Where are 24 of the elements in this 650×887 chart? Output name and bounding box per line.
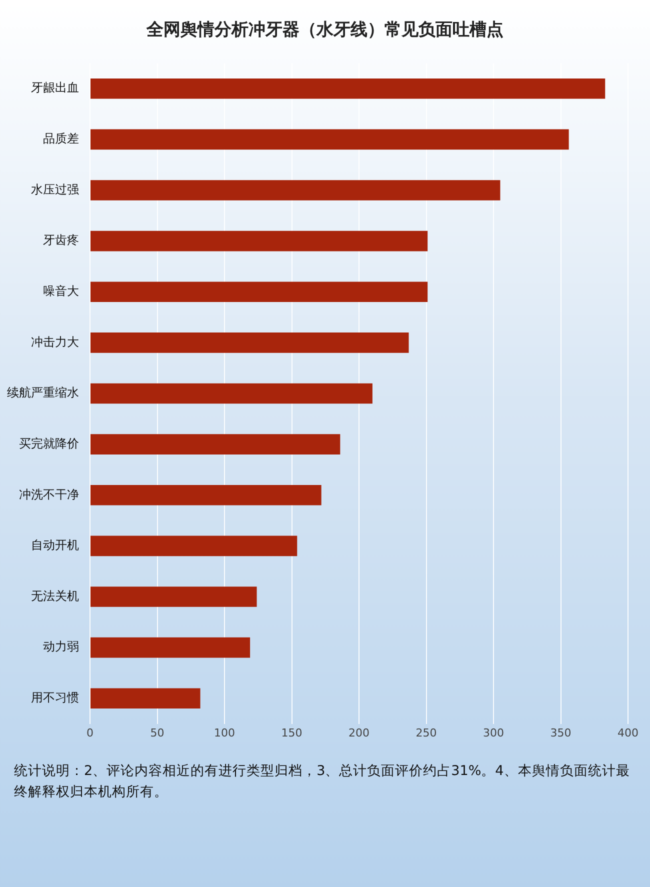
text: 统计说明：2、评论内容相近的有进行类型归档，3、总计负面评价约占31%。4、本舆情负面统计最终解释权归本机构所有。 [14, 762, 631, 802]
y-tick-label: 用不习惯 [31, 690, 79, 705]
x-tick-label: 50 [150, 726, 164, 740]
y-tick-label: 冲击力大 [31, 334, 79, 349]
y-tick-label: 买完就降价 [19, 436, 79, 450]
x-tick-label: 400 [618, 726, 638, 740]
x-tick-label: 250 [416, 726, 437, 740]
x-tick-label: 200 [348, 726, 370, 740]
y-tick-label: 续航严重缩水 [7, 386, 79, 400]
x-tick-label: 300 [483, 726, 504, 740]
x-tick-label: 100 [214, 726, 235, 740]
y-tick-label: 牙齿疼 [43, 233, 79, 248]
y-tick-label: 自动开机 [31, 538, 79, 552]
y-tick-label: 水压过强 [31, 182, 79, 196]
y-tick-label: 冲洗不干净 [19, 487, 79, 502]
y-tick-label: 噪音大 [43, 284, 79, 298]
y-tick-label: 牙龈出血 [31, 80, 79, 95]
y-tick-label: 动力弱 [43, 640, 79, 654]
chart-title: 全网舆情分析冲牙器（水牙线）常见负面吐槽点 [145, 19, 504, 41]
y-tick-label: 无法关机 [31, 588, 79, 603]
x-tick-label: 0 [86, 726, 94, 740]
x-tick-label: 350 [550, 726, 572, 740]
y-tick-label: 品质差 [43, 132, 79, 146]
x-tick-label: 150 [281, 726, 302, 740]
